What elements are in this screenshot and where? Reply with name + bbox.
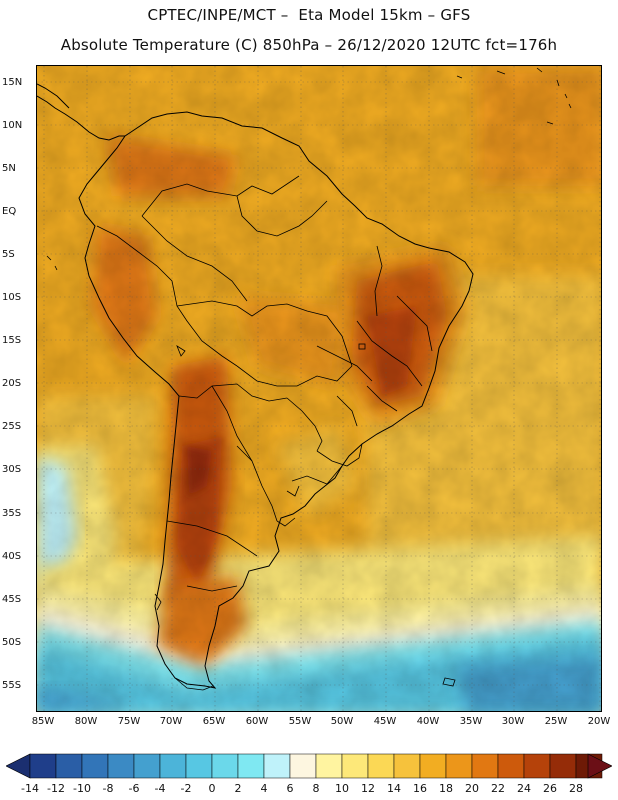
lon-label: 80W	[74, 716, 98, 727]
title-line-2: Absolute Temperature (C) 850hPa – 26/12/…	[60, 36, 558, 54]
colorbar-cell	[341, 753, 369, 779]
colorbar-label: -2	[180, 782, 192, 795]
lon-label: 55W	[288, 716, 312, 727]
colorbar-cell	[367, 753, 395, 779]
colorbar-cell	[159, 753, 187, 779]
colorbar-label: 16	[413, 782, 427, 795]
colorbar-cell	[133, 753, 161, 779]
colorbar-label: 10	[335, 782, 349, 795]
lon-label: 35W	[459, 716, 483, 727]
lagoa-dos-patos	[286, 485, 300, 497]
lat-label: 45S	[2, 594, 22, 605]
lat-label: 25S	[2, 421, 22, 432]
lat-label: 5S	[2, 249, 15, 260]
colorbar-label: 0	[208, 782, 216, 795]
lat-label: 15S	[2, 335, 22, 346]
brasilia-district	[358, 343, 366, 350]
lat-label: 40S	[2, 551, 22, 562]
chiloe-island	[154, 593, 162, 611]
tierra-del-fuego	[174, 677, 214, 691]
falkland-islands	[442, 677, 456, 687]
colorbar-cell	[315, 753, 343, 779]
lat-label: 30S	[2, 464, 22, 475]
colorbar-cell	[289, 753, 317, 779]
colorbar-cell	[263, 753, 291, 779]
lon-label: 40W	[416, 716, 440, 727]
lon-label: 20W	[587, 716, 611, 727]
colorbar-label: -4	[154, 782, 166, 795]
colorbar-cell	[237, 753, 265, 779]
colorbar-cell	[419, 753, 447, 779]
colorbar-label: 24	[517, 782, 531, 795]
central-america-coastline	[37, 83, 125, 141]
colorbar-right-arrow	[587, 753, 612, 779]
colorbar-label: 20	[465, 782, 479, 795]
lat-label: 50S	[2, 637, 22, 648]
galapagos-islands	[46, 255, 58, 271]
lat-label: 10N	[2, 120, 23, 131]
colorbar-cell	[549, 753, 577, 779]
colorbar-label: 18	[439, 782, 453, 795]
colorbar-cell	[211, 753, 239, 779]
caribbean-islands	[456, 67, 572, 125]
colorbar-cell	[107, 753, 135, 779]
lon-label: 60W	[245, 716, 269, 727]
lon-label: 45W	[373, 716, 397, 727]
colorbar-cell	[471, 753, 499, 779]
colorbar-label: 26	[543, 782, 557, 795]
colorbar-label: -10	[73, 782, 91, 795]
colorbar-label: 14	[387, 782, 401, 795]
colorbar-left-arrow	[6, 753, 31, 779]
rio-de-la-plata	[276, 517, 296, 527]
colorbar-label: 12	[361, 782, 375, 795]
colorbar-label: 28	[569, 782, 583, 795]
colorbar-cell	[445, 753, 473, 779]
south-america-coastline	[78, 111, 474, 689]
lat-label: 10S	[2, 292, 22, 303]
lat-label: EQ	[2, 206, 17, 217]
colorbar-cell	[81, 753, 109, 779]
colorbar-cell	[185, 753, 213, 779]
lon-label: 85W	[31, 716, 55, 727]
lon-label: 50W	[330, 716, 354, 727]
lon-label: 30W	[501, 716, 525, 727]
lat-label: 20S	[2, 378, 22, 389]
colorbar-label: -14	[21, 782, 39, 795]
lon-label: 75W	[117, 716, 141, 727]
colorbar-cell	[55, 753, 83, 779]
colorbar-label: 6	[286, 782, 294, 795]
colorbar-label: 4	[260, 782, 268, 795]
colorbar-label: -8	[102, 782, 114, 795]
lake-titicaca	[176, 345, 186, 357]
colorbar-label: 8	[312, 782, 320, 795]
colorbar-cell	[393, 753, 421, 779]
field-texture	[37, 66, 601, 711]
lat-label: 5N	[2, 163, 16, 174]
lon-label: 25W	[544, 716, 568, 727]
colorbar-cell	[29, 753, 57, 779]
colorbar-cell	[523, 753, 551, 779]
lon-label: 70W	[159, 716, 183, 727]
colorbar-label: -6	[128, 782, 140, 795]
colorbar-cells	[29, 753, 603, 779]
lat-label: 15N	[2, 77, 23, 88]
map-frame	[36, 65, 602, 712]
country-borders	[96, 175, 433, 592]
lat-label: 35S	[2, 508, 22, 519]
lat-label: 55S	[2, 680, 22, 691]
colorbar-label: 22	[491, 782, 505, 795]
colorbar-label: -12	[47, 782, 65, 795]
lon-label: 65W	[202, 716, 226, 727]
colorbar	[6, 753, 612, 779]
colorbar-cell	[497, 753, 525, 779]
temperature-map	[37, 66, 601, 711]
colorbar-label: 2	[234, 782, 242, 795]
title-line-1: CPTEC/INPE/MCT – Eta Model 15km – GFS	[147, 6, 471, 24]
